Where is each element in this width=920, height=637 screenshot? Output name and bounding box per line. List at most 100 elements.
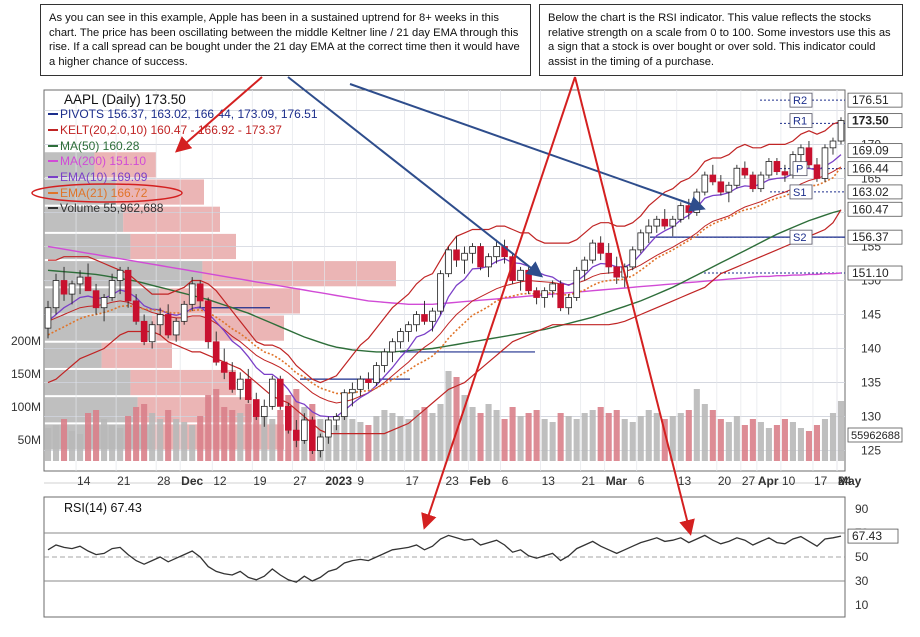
volume-bar <box>109 425 116 461</box>
volume-bar <box>205 395 212 461</box>
volume-bar <box>173 419 180 461</box>
volume-bar <box>357 422 364 461</box>
rsi-tag-label: 67.43 <box>852 529 882 543</box>
arrow-to-rsi-peak-1 <box>421 76 576 530</box>
price-tag-label: 163.02 <box>852 185 889 199</box>
candle-body <box>533 290 540 298</box>
volume-bar <box>237 413 244 461</box>
candle-body <box>549 283 556 292</box>
candle-body <box>645 225 653 234</box>
candle-body <box>285 405 292 431</box>
volume-bar <box>477 413 484 461</box>
price-tag-box <box>847 161 903 177</box>
price-tag-label: 169.09 <box>852 144 889 158</box>
ema10-line <box>47 154 842 418</box>
volume-bar <box>381 410 388 461</box>
volume-tag-label: 55962688 <box>851 430 900 442</box>
volume-bar <box>581 413 588 461</box>
volume-bar <box>149 413 156 461</box>
volume-bar <box>125 416 132 461</box>
price-tag-label: 173.50 <box>852 114 889 128</box>
legend-label: KELT(20,2.0,10) 160.47 - 166.92 - 173.37 <box>60 123 282 137</box>
candle-body <box>389 341 396 353</box>
volume-bar <box>781 419 788 461</box>
candle-body <box>309 419 316 451</box>
candle-body <box>765 161 773 176</box>
time-tick-label: 28 <box>157 474 171 488</box>
volume-by-price-down-bar <box>123 206 220 232</box>
candle-body <box>701 174 709 193</box>
pivot-tag-label: R1 <box>793 116 807 128</box>
time-tick-label: 21 <box>582 474 596 488</box>
candle-body <box>581 259 588 271</box>
candle-body <box>685 205 693 213</box>
volume-bar <box>501 419 508 461</box>
volume-bar <box>469 407 476 461</box>
legend-label: MA(200) 151.10 <box>60 154 146 168</box>
ma50-line <box>47 209 842 353</box>
candle-body <box>260 405 268 417</box>
volume-by-price-down-bar <box>94 152 156 178</box>
price-tag-label: 151.10 <box>852 266 889 280</box>
volume-bar <box>461 395 468 461</box>
pivot-tag-box <box>789 184 813 200</box>
candle-body <box>445 249 452 275</box>
volume-tick-label: 150M <box>11 367 41 381</box>
candle-body <box>741 167 749 176</box>
volume-bar <box>597 407 604 461</box>
volume-bar <box>437 404 444 461</box>
candle-body <box>52 280 60 309</box>
candle-body <box>92 290 100 309</box>
candle-body <box>140 320 148 343</box>
candle-body <box>733 167 741 186</box>
volume-by-price-down-bar <box>116 179 204 205</box>
volume-bar <box>805 431 812 461</box>
candle-body <box>397 331 404 343</box>
volume-bar <box>645 410 652 461</box>
price-tick-label: 130 <box>861 410 881 424</box>
candle-body <box>437 273 444 312</box>
volume-bar <box>701 404 708 461</box>
price-tag-box <box>847 143 903 159</box>
time-tick-label: May <box>838 474 862 488</box>
rsi-tick-label: 30 <box>855 574 869 588</box>
volume-bar <box>605 413 612 461</box>
candle-body <box>781 171 789 176</box>
volume-bar <box>669 416 676 461</box>
candle-body <box>252 399 260 417</box>
candle-body <box>381 351 388 366</box>
candle-body <box>269 378 276 407</box>
candle-body <box>421 314 428 322</box>
price-tick-label: 140 <box>861 342 881 356</box>
candle-body <box>629 249 637 268</box>
volume-bar <box>613 410 620 461</box>
price-tag-label: 176.51 <box>852 93 889 107</box>
time-tick-label: 27 <box>293 474 307 488</box>
volume-bar <box>52 425 60 461</box>
candle-body <box>469 246 476 254</box>
volume-bar <box>365 425 372 461</box>
volume-bar <box>709 410 716 461</box>
volume-bar <box>789 422 796 461</box>
candle-body <box>429 310 436 322</box>
volume-bar <box>629 422 636 461</box>
candle-body <box>357 378 364 390</box>
candle-body <box>228 371 236 390</box>
volume-bar <box>341 413 348 461</box>
rsi-title: RSI(14) 67.43 <box>64 501 142 515</box>
volume-bar <box>533 410 540 461</box>
volume-bar <box>261 413 268 461</box>
candle-body <box>557 283 564 309</box>
legend-label: Volume 55,962,688 <box>60 201 164 215</box>
candle-body <box>725 184 733 193</box>
time-tick-label: 27 <box>742 474 756 488</box>
volume-bar <box>821 419 829 461</box>
volume-bar <box>85 413 92 461</box>
volume-bar <box>413 410 420 461</box>
volume-bar <box>509 407 516 461</box>
candle-body <box>244 378 252 400</box>
time-tick-label: 14 <box>77 474 91 488</box>
candle-body <box>365 378 372 383</box>
candle-body <box>637 232 645 251</box>
